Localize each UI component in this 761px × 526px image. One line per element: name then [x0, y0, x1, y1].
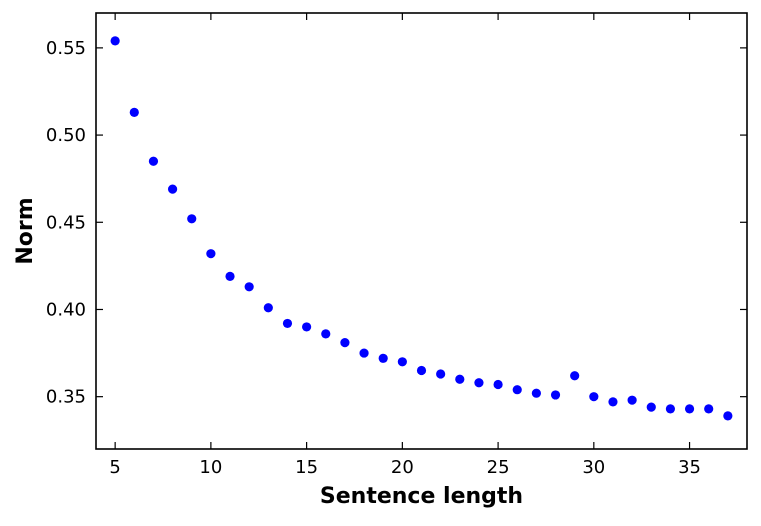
data-point — [378, 353, 388, 363]
plot-area — [96, 13, 747, 449]
data-point — [474, 378, 484, 388]
y-tick-label: 0.35 — [46, 387, 86, 408]
data-point — [684, 404, 695, 414]
data-point — [359, 348, 369, 358]
data-point — [570, 371, 580, 381]
data-point — [512, 385, 522, 395]
data-point — [129, 107, 139, 118]
plot-frame — [95, 12, 748, 450]
data-point — [455, 374, 465, 384]
data-point — [531, 388, 541, 398]
x-axis-label: Sentence length — [320, 484, 523, 509]
x-tick-label: 20 — [391, 457, 414, 478]
data-point — [148, 156, 159, 166]
data-point — [493, 379, 503, 390]
data-point — [321, 329, 331, 339]
axis-ticks: 5 10 15 20 25 30 35 0.35 0.40 0.45 0.50 0.55 — [46, 13, 747, 478]
y-tick-label: 0.40 — [46, 299, 86, 320]
data-point — [263, 303, 273, 313]
x-tick-label: 10 — [199, 457, 222, 478]
data-point — [110, 36, 120, 46]
x-tick-label: 5 — [109, 457, 120, 478]
y-axis-label: Norm — [13, 197, 38, 264]
x-tick-label: 35 — [678, 457, 701, 478]
data-point — [608, 397, 618, 407]
data-points — [110, 36, 733, 421]
data-point — [167, 184, 178, 194]
y-tick-label: 0.50 — [46, 125, 86, 146]
x-tick-label: 30 — [582, 457, 605, 478]
data-point — [302, 322, 312, 332]
data-point — [665, 404, 676, 414]
data-point — [723, 411, 733, 421]
data-point — [225, 271, 235, 281]
data-point — [550, 390, 561, 400]
data-point — [282, 318, 293, 329]
data-point — [187, 214, 197, 224]
y-tick-label: 0.45 — [46, 212, 86, 233]
y-tick-label: 0.55 — [46, 38, 86, 59]
x-tick-label: 25 — [487, 457, 510, 478]
x-tick-label: 15 — [295, 457, 318, 478]
data-point — [340, 338, 350, 348]
data-point — [436, 369, 446, 379]
data-point — [244, 282, 254, 292]
data-point — [627, 395, 637, 405]
data-point — [397, 357, 407, 367]
data-point — [646, 402, 656, 412]
data-point — [704, 404, 714, 414]
data-point — [589, 392, 599, 402]
data-point — [416, 365, 427, 376]
data-point — [206, 249, 216, 259]
